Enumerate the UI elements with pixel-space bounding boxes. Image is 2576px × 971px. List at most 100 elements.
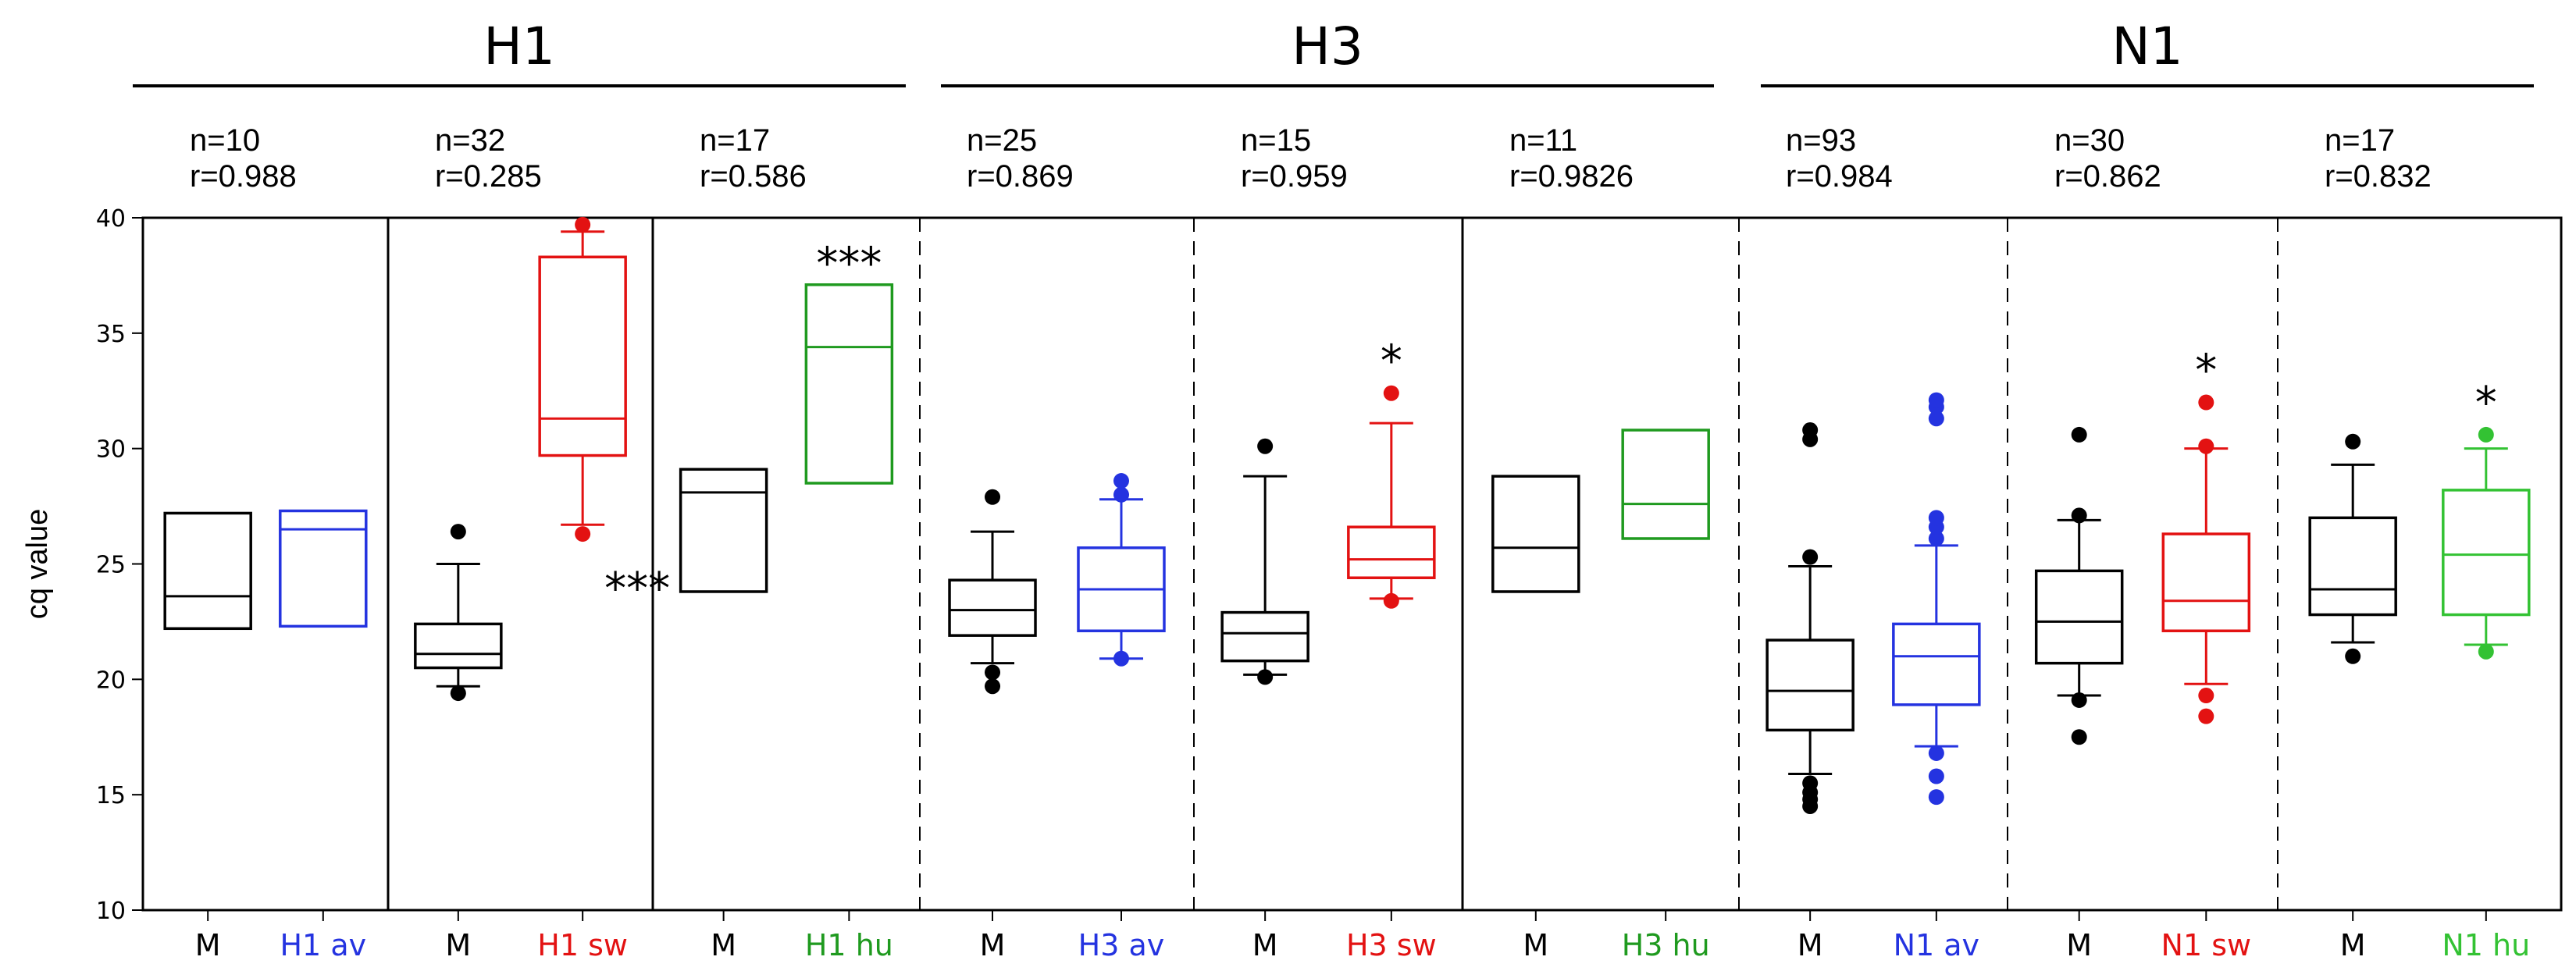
- outlier-point: [2198, 394, 2214, 411]
- box-m: [948, 489, 1037, 695]
- iqr-box: [2034, 569, 2124, 665]
- outlier-point: [1928, 745, 1944, 761]
- outlier-point: [985, 678, 1001, 695]
- outlier-point: [575, 526, 591, 542]
- y-tick-label: 15: [96, 782, 126, 809]
- outlier-point: [2345, 648, 2361, 664]
- outlier-point: [1928, 789, 1944, 806]
- iqr-box: [2442, 489, 2531, 617]
- iqr-box: [1220, 610, 1309, 663]
- box-m: [2034, 426, 2124, 745]
- box-sample: [1347, 385, 1436, 609]
- x-tick-label: H1 av: [280, 928, 366, 962]
- x-tick-label: M: [980, 928, 1006, 962]
- outlier-point: [985, 489, 1001, 505]
- box-m: [163, 511, 252, 631]
- iqr-box: [2161, 532, 2251, 632]
- outlier-point: [2198, 708, 2214, 724]
- correlation-value: r=0.832: [2325, 159, 2432, 194]
- x-tick-label: M: [711, 928, 736, 962]
- group-title: H1: [483, 16, 555, 76]
- y-tick-label: 30: [96, 436, 126, 464]
- box-sample: [2442, 426, 2531, 660]
- y-tick-label: 35: [96, 321, 126, 348]
- box-sample: [279, 509, 368, 628]
- iqr-box: [948, 578, 1037, 637]
- box-sample: [538, 216, 627, 542]
- iqr-box: [804, 283, 894, 485]
- significance-marker: *: [1381, 336, 1402, 387]
- correlation-value: r=0.984: [1786, 159, 1893, 194]
- outlier-point: [985, 664, 1001, 681]
- outlier-point: [2071, 507, 2087, 524]
- outlier-point: [1257, 438, 1274, 454]
- y-axis-label: cq value: [21, 509, 54, 620]
- x-tick-label: H3 hu: [1622, 928, 1710, 962]
- iqr-box: [1621, 429, 1710, 540]
- correlation-value: r=0.9826: [1509, 159, 1634, 194]
- x-tick-label: H3 av: [1078, 928, 1165, 962]
- outlier-point: [1928, 510, 1944, 526]
- iqr-box: [414, 622, 503, 670]
- box-sample: [2161, 394, 2251, 724]
- outlier-point: [2071, 426, 2087, 443]
- group-title: H3: [1292, 16, 1363, 76]
- box-m: [679, 468, 768, 593]
- outlier-point: [1113, 650, 1129, 667]
- sample-count: n=10: [190, 123, 260, 158]
- outlier-point: [1928, 530, 1944, 546]
- outlier-point: [1802, 775, 1819, 791]
- outlier-point: [575, 216, 591, 233]
- sample-count: n=30: [2054, 123, 2125, 158]
- x-tick-label: N1 av: [1894, 928, 1979, 962]
- outlier-point: [1113, 473, 1129, 489]
- correlation-value: r=0.869: [967, 159, 1074, 194]
- group-title: N1: [2111, 16, 2182, 76]
- iqr-box: [1765, 638, 1855, 732]
- correlation-value: r=0.959: [1241, 159, 1348, 194]
- x-tick-label: M: [445, 928, 471, 962]
- outlier-point: [2478, 426, 2494, 443]
- box-m: [414, 524, 503, 702]
- outlier-point: [2198, 438, 2214, 454]
- outlier-point: [450, 685, 466, 702]
- x-tick-label: M: [1797, 928, 1823, 962]
- sample-count: n=32: [435, 123, 505, 158]
- x-tick-label: H1 sw: [537, 928, 628, 962]
- box-sample: [1892, 392, 1981, 806]
- x-tick-label: M: [195, 928, 221, 962]
- sample-count: n=17: [700, 123, 770, 158]
- box-sample: [1621, 429, 1710, 540]
- iqr-box: [1491, 475, 1580, 593]
- significance-marker: *: [2475, 378, 2497, 429]
- correlation-value: r=0.988: [190, 159, 297, 194]
- iqr-box: [679, 468, 768, 593]
- outlier-point: [1928, 768, 1944, 784]
- significance-marker: *: [2195, 346, 2217, 397]
- iqr-box: [163, 511, 252, 631]
- outlier-point: [2478, 643, 2494, 660]
- outlier-point: [1928, 392, 1944, 408]
- x-tick-label: M: [2066, 928, 2092, 962]
- outlier-point: [1802, 549, 1819, 565]
- x-tick-label: N1 sw: [2161, 928, 2252, 962]
- significance-marker: ***: [604, 564, 670, 614]
- outlier-point: [1113, 486, 1129, 503]
- sample-count: n=93: [1786, 123, 1856, 158]
- box-sample: [804, 283, 894, 485]
- y-tick-label: 20: [96, 667, 126, 694]
- outlier-point: [1928, 411, 1944, 427]
- outlier-point: [1257, 669, 1274, 685]
- iqr-box: [2308, 516, 2397, 617]
- outlier-point: [1383, 592, 1399, 609]
- iqr-box: [1347, 525, 1436, 579]
- significance-marker: ***: [816, 239, 882, 290]
- outlier-point: [2071, 729, 2087, 745]
- sample-count: n=11: [1509, 123, 1577, 158]
- x-tick-label: H3 sw: [1346, 928, 1437, 962]
- sample-count: n=25: [967, 123, 1037, 158]
- y-tick-label: 40: [96, 205, 126, 233]
- outlier-point: [2345, 433, 2361, 450]
- outlier-point: [450, 524, 466, 540]
